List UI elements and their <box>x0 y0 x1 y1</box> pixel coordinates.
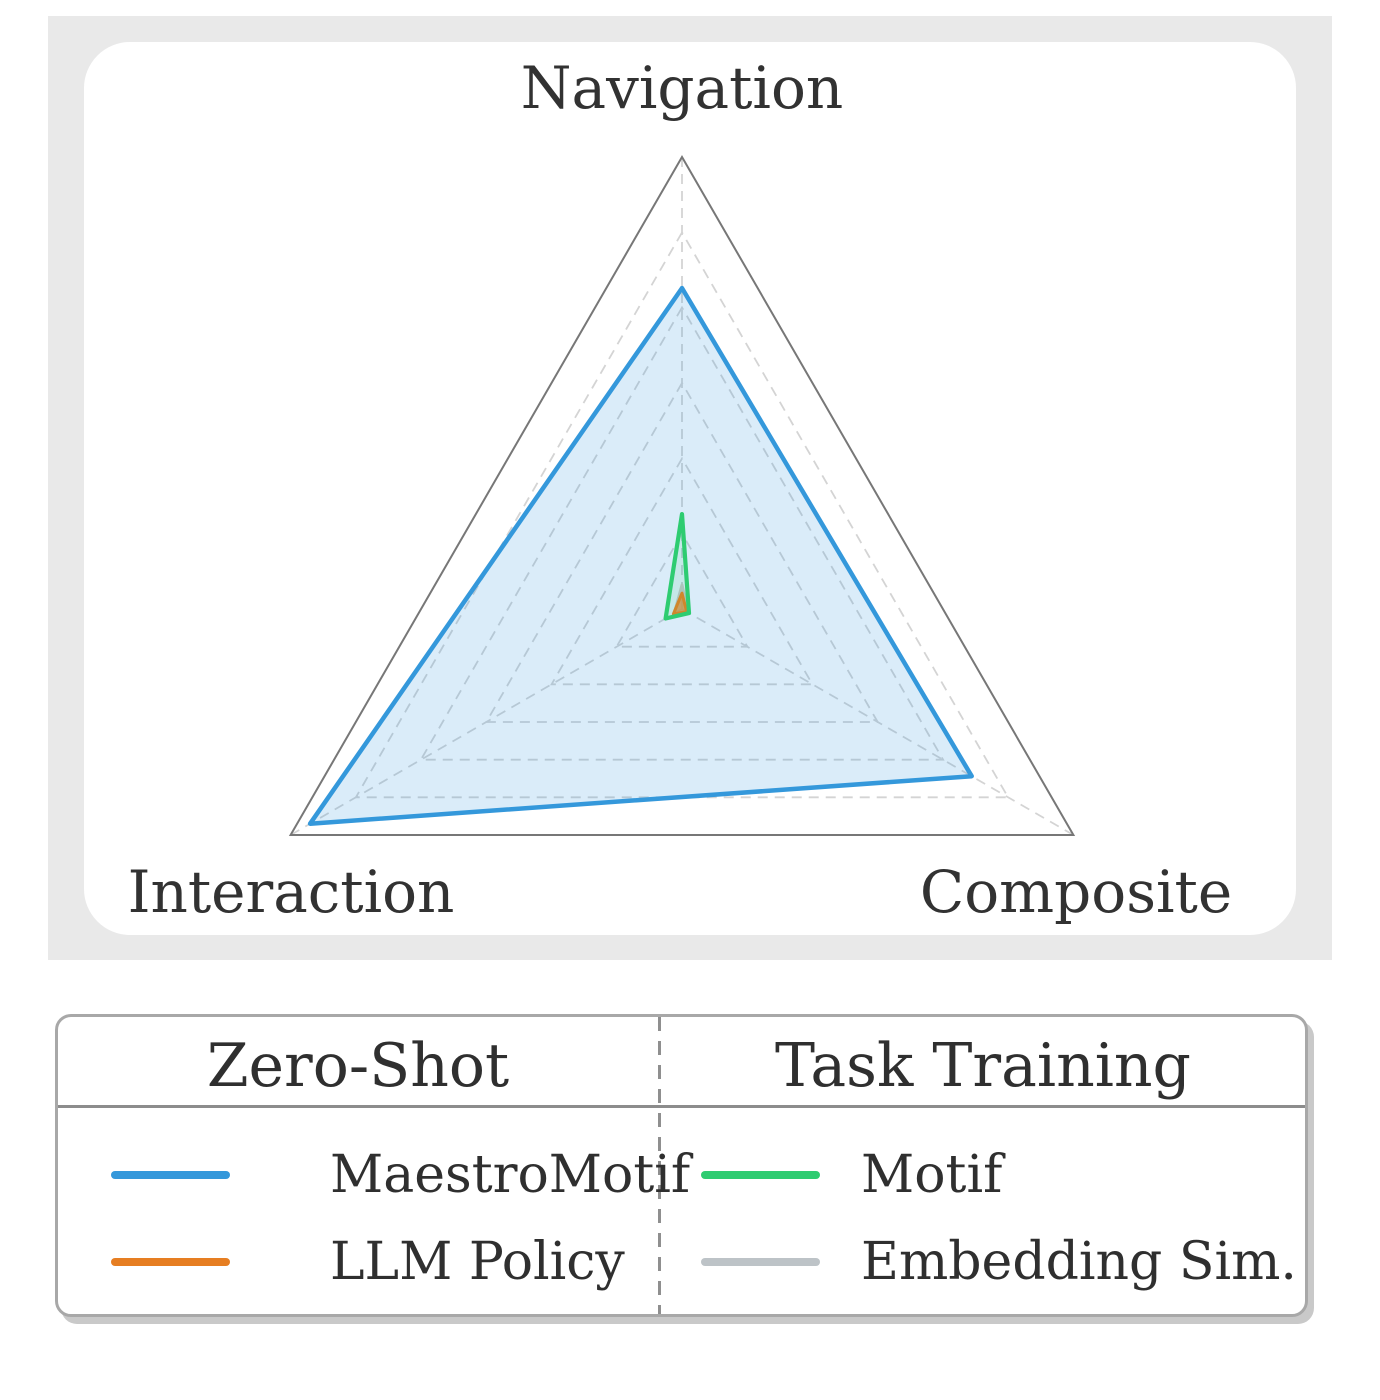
legend-header-task-training: Task Training <box>775 1031 1191 1101</box>
axis-label-composite: Composite <box>919 858 1233 926</box>
legend-label-llm-policy: LLM Policy <box>330 1232 625 1292</box>
legend-header-rule <box>58 1105 1305 1108</box>
series-maestromotif <box>307 285 974 826</box>
axis-spoke <box>290 608 683 836</box>
legend-item-motif: Motif <box>701 1145 1002 1205</box>
llm-policy-line-swatch <box>111 1258 230 1266</box>
outer-triangle <box>288 154 1076 836</box>
series-motif <box>663 511 692 621</box>
grid-triangle <box>484 381 880 723</box>
legend-item-maestromotif: MaestroMotif <box>111 1145 690 1205</box>
legend: Zero-Shot Task Training MaestroMotif Mot… <box>55 1014 1308 1317</box>
axis-spoke <box>681 608 1074 836</box>
grid-triangle <box>419 305 945 761</box>
legend-label-motif: Motif <box>861 1145 1003 1205</box>
chart-card <box>84 42 1296 935</box>
legend-group-divider <box>658 1017 661 1314</box>
grid-triangle <box>615 531 749 648</box>
maestromotif-line-swatch <box>111 1171 230 1179</box>
axis-label-navigation: Navigation <box>520 54 844 122</box>
motif-line-swatch <box>701 1171 820 1179</box>
legend-label-maestromotif: MaestroMotif <box>330 1145 691 1205</box>
embedding-sim-line-swatch <box>701 1258 820 1266</box>
grid-triangle <box>550 456 814 686</box>
legend-header-zero-shot: Zero-Shot <box>206 1031 510 1101</box>
axis-label-interaction: Interaction <box>127 858 455 926</box>
series-llm-policy <box>671 591 689 616</box>
legend-item-embedding-sim: Embedding Sim. <box>701 1232 1297 1292</box>
legend-label-embedding-sim: Embedding Sim. <box>861 1232 1297 1292</box>
legend-item-llm-policy: LLM Policy <box>111 1232 625 1292</box>
